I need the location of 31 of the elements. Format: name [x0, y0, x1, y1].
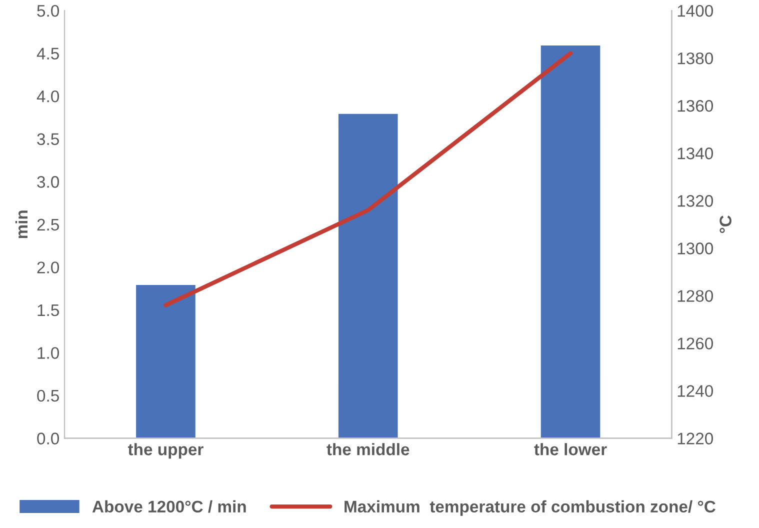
x-tick-label: the upper [128, 443, 204, 459]
y2-tick-label: 1300 [678, 242, 713, 254]
y-tick-label: 5.0 [37, 4, 60, 17]
bar [134, 284, 197, 438]
y-tick-label: 1.5 [38, 304, 59, 316]
y-tick-label: 3.5 [37, 133, 59, 146]
y-tick-label: 4.0 [36, 90, 60, 102]
y2-tick-label: 1240 [678, 385, 713, 397]
y2-tick-label: 1340 [678, 148, 713, 160]
x-tick-label: the middle [326, 443, 410, 456]
legend-label: Above 1200°C / min [92, 500, 246, 513]
y-tick-label: 1.0 [38, 347, 60, 359]
y-tick-label: 0.5 [37, 390, 59, 402]
bar [539, 44, 602, 438]
y-tick-label: 4.5 [36, 48, 59, 60]
y2-tick-label: 1260 [678, 338, 713, 350]
y2-tick-label: 1220 [678, 432, 713, 444]
y-tick-label: 2.5 [37, 218, 59, 231]
y-axis-title: min [15, 210, 28, 238]
y2-tick-label: 1320 [678, 195, 713, 207]
y2-tick-label: 1360 [678, 100, 713, 112]
y2-tick-label: 1400 [678, 4, 713, 17]
y2-tick-label: 1380 [678, 52, 713, 64]
bar [337, 112, 400, 438]
y2-tick-label: 1280 [678, 290, 713, 302]
y-tick-label: 2.0 [37, 262, 60, 274]
x-tick-label: the lower [534, 443, 607, 456]
y2-axis-title: °C [720, 216, 732, 234]
legend-label: Maximum temperature of combustion zone/ °C [344, 500, 716, 516]
y-tick-label: 0.0 [37, 432, 60, 444]
y-tick-label: 3.0 [37, 176, 60, 188]
